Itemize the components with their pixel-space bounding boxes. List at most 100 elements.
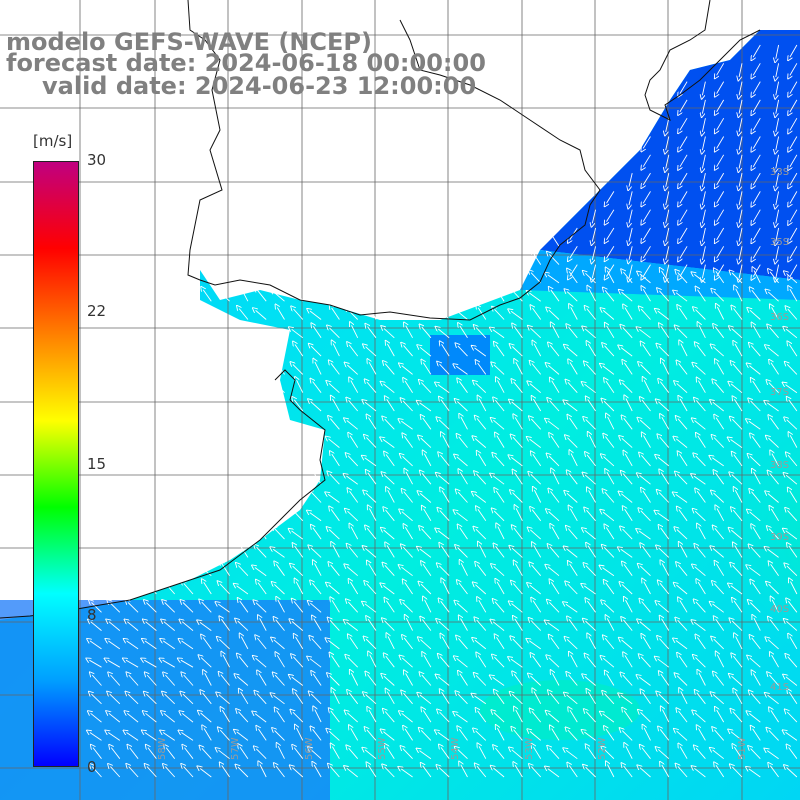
- wind-arrow: [292, 677, 304, 686]
- wind-arrow: [584, 586, 596, 595]
- wind-arrow: [513, 639, 523, 650]
- wind-arrow: [110, 694, 121, 705]
- wind-arrow: [328, 640, 340, 650]
- wind-arrow: [516, 710, 523, 723]
- wind-arrow: [529, 641, 541, 650]
- wind-arrow: [330, 328, 340, 339]
- wind-arrow: [661, 326, 670, 339]
- wind-arrow: [680, 545, 688, 558]
- wind-arrow: [332, 308, 340, 320]
- wind-arrow: [696, 602, 706, 613]
- wind-arrow: [333, 691, 340, 705]
- wind-arrow: [275, 675, 285, 686]
- wind-arrow: [129, 675, 139, 686]
- latitude-labels: 33S 35S 36S 37S 38S 39S 40S 41S: [770, 167, 789, 693]
- wind-arrow: [315, 362, 322, 375]
- wind-arrow: [789, 344, 798, 357]
- wind-arrow: [660, 382, 670, 393]
- wind-arrow: [328, 494, 340, 503]
- wind-arrow: [552, 326, 560, 339]
- wind-arrow: [274, 292, 285, 302]
- wind-arrow: [603, 658, 615, 668]
- wind-arrow: [585, 273, 596, 284]
- wind-arrow: [295, 345, 304, 357]
- wind-arrow: [586, 419, 596, 430]
- wind-arrow: [680, 227, 688, 240]
- sea-field: [0, 30, 800, 800]
- wind-arrow: [604, 603, 615, 613]
- wind-arrow: [605, 437, 615, 448]
- wind-arrow: [292, 531, 304, 540]
- wind-arrow: [534, 490, 542, 503]
- wind-arrow: [493, 330, 505, 339]
- wind-arrow: [549, 602, 560, 613]
- wind-arrow: [702, 191, 706, 205]
- wind-arrow: [349, 400, 359, 412]
- wind-arrow: [494, 511, 505, 522]
- wind-arrow: [592, 264, 597, 279]
- wind-arrow: [203, 693, 212, 705]
- wind-arrow: [678, 273, 688, 284]
- title-forecast-date: forecast date: 2024-06-18 00:00:00: [6, 49, 486, 77]
- wind-arrow: [731, 586, 743, 595]
- wind-arrow: [567, 292, 578, 302]
- wind-arrow: [459, 437, 468, 448]
- wind-arrow: [495, 400, 505, 412]
- wind-arrow: [603, 512, 615, 522]
- wind-arrow: [349, 345, 359, 357]
- wind-arrow: [421, 438, 432, 448]
- wind-arrow: [182, 622, 194, 631]
- wind-arrow: [294, 309, 304, 320]
- wind-arrow: [406, 618, 414, 631]
- wind-arrow: [350, 491, 359, 503]
- wind-arrow: [456, 512, 468, 522]
- wind-arrow: [702, 118, 706, 132]
- wind-arrow: [313, 674, 322, 686]
- wind-arrow: [603, 366, 615, 375]
- wind-arrow: [768, 438, 779, 448]
- wind-arrow: [475, 348, 487, 357]
- wind-arrow: [494, 365, 505, 375]
- wind-arrow: [148, 748, 157, 759]
- wind-arrow: [739, 209, 743, 224]
- wind-arrow: [753, 729, 761, 741]
- wind-arrow: [163, 641, 175, 650]
- colorbar-unit: [m/s]: [33, 132, 73, 150]
- wind-arrow: [352, 325, 359, 338]
- wind-arrow: [551, 235, 560, 247]
- wind-arrow: [495, 602, 505, 613]
- wind-arrow: [164, 713, 175, 723]
- wind-arrow: [585, 677, 596, 686]
- wind-arrow: [585, 384, 596, 394]
- wind-arrow: [423, 363, 432, 375]
- wind-arrow: [110, 603, 121, 613]
- wind-arrow: [333, 545, 340, 558]
- wind-arrow: [658, 659, 670, 668]
- wind-arrow: [697, 345, 706, 357]
- wind-arrow: [315, 710, 322, 723]
- wind-arrow: [332, 454, 340, 467]
- wind-arrow: [661, 473, 670, 485]
- wind-arrow: [442, 344, 450, 357]
- wind-arrow: [511, 311, 523, 320]
- wind-arrow: [497, 582, 505, 595]
- wind-arrow: [460, 528, 468, 540]
- wind-arrow: [739, 118, 743, 132]
- wind-arrow: [439, 621, 450, 631]
- wind-arrow: [515, 619, 523, 631]
- wind-arrow: [566, 403, 578, 412]
- wind-arrow: [643, 136, 651, 149]
- wind-arrow: [331, 711, 340, 723]
- wind-arrow: [457, 457, 468, 467]
- wind-arrow: [776, 154, 780, 169]
- wind-arrow: [605, 492, 615, 503]
- wind-arrow: [643, 345, 651, 357]
- wind-arrow: [146, 603, 157, 613]
- wind-arrow: [420, 695, 432, 705]
- wind-arrow: [567, 347, 578, 357]
- wind-arrow: [549, 254, 560, 265]
- wind-arrow: [480, 545, 487, 558]
- wind-arrow: [460, 674, 468, 686]
- wind-arrow: [680, 600, 688, 613]
